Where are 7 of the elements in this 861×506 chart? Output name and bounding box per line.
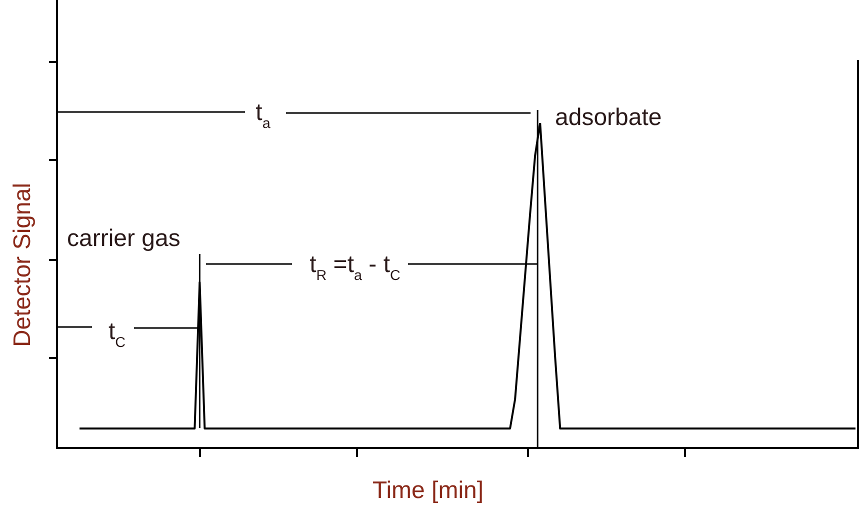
x-axis-title: Time [min] [372,477,484,504]
annotation: t$_{a}$ [256,99,270,132]
annotation: t$_{C}$ [108,318,126,351]
y-axis-title: Detector Signal [9,182,36,348]
annotation: carrier gas [67,225,180,252]
annotation: adsorbate [555,104,662,131]
annotation: t$_{R}$ =t$_{a}$ - t$_{C}$ [310,251,400,284]
